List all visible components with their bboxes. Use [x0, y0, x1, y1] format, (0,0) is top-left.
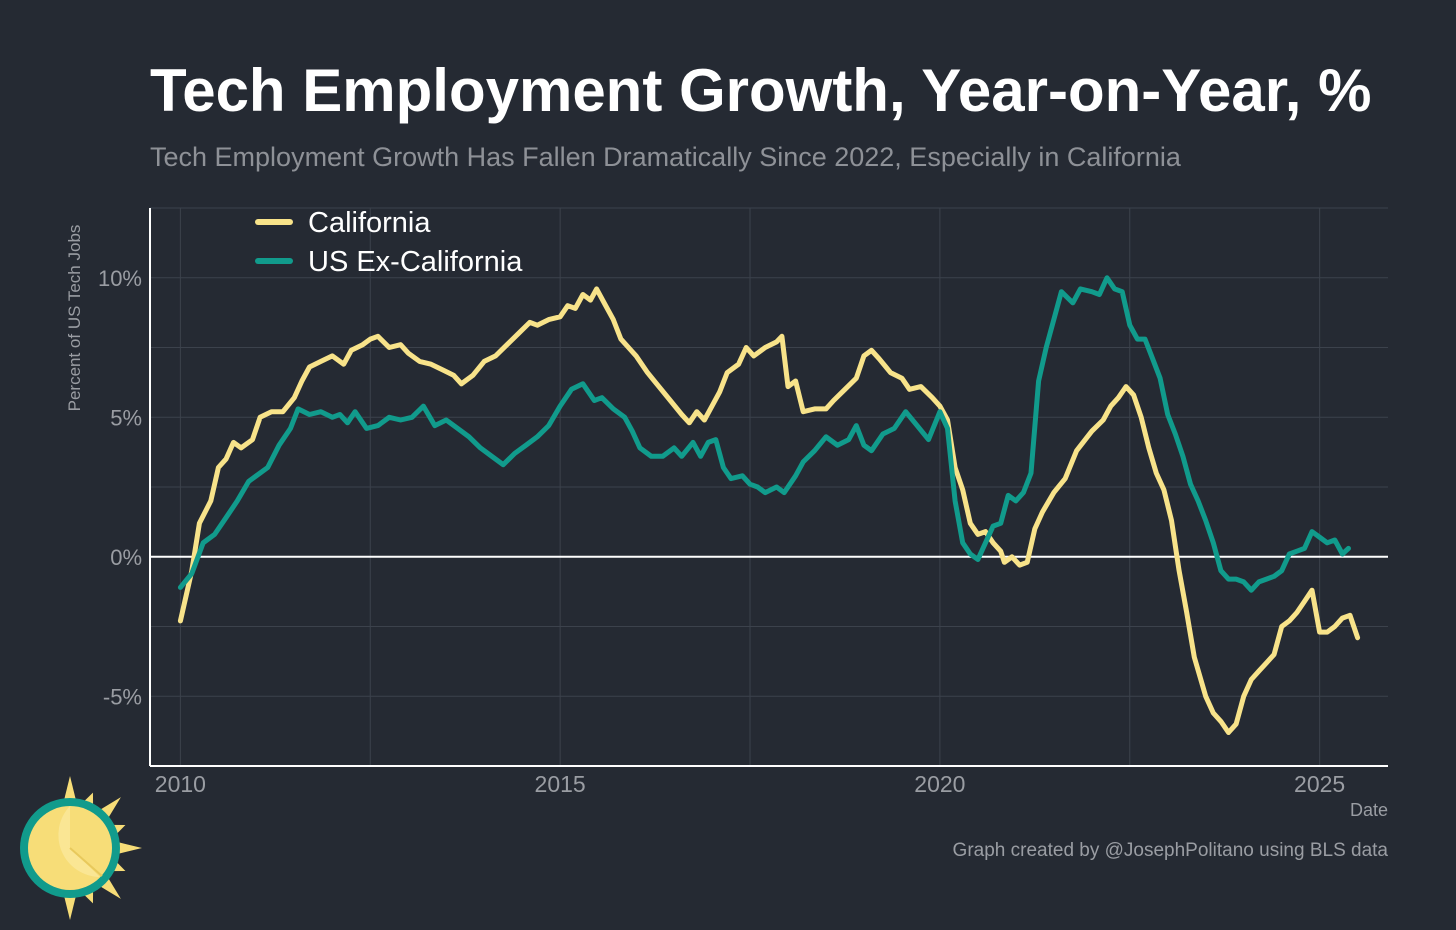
- y-tick-label: 0%: [110, 545, 142, 570]
- chart-subtitle: Tech Employment Growth Has Fallen Dramat…: [150, 142, 1181, 172]
- x-tick-label: 2010: [155, 771, 206, 797]
- x-tick-label: 2015: [535, 771, 586, 797]
- sun-ray: [62, 776, 78, 805]
- axes: -5% 0% 5% 10% 2010 2015 2020 2025: [98, 208, 1388, 797]
- y-tick-label: 5%: [110, 405, 142, 430]
- legend-label: US Ex-California: [308, 246, 523, 278]
- series-line-us-ex-california: [177, 275, 1351, 593]
- series-line-california: [177, 286, 1361, 735]
- x-tick-label: 2020: [914, 771, 965, 797]
- y-tick-label: -5%: [103, 684, 142, 709]
- credit-text: Graph created by @JosephPolitano using B…: [952, 840, 1388, 861]
- chart-title: Tech Employment Growth, Year-on-Year, %: [150, 57, 1372, 124]
- y-axis-title: Percent of US Tech Jobs: [65, 225, 84, 412]
- logo-highlight: [58, 806, 100, 877]
- y-tick-label: 10%: [98, 266, 142, 291]
- sun-logo-icon: [20, 776, 142, 920]
- sun-ray: [113, 840, 142, 856]
- logo-line: [69, 847, 103, 877]
- x-axis-title: Date: [1349, 800, 1388, 820]
- legend-label: California: [308, 207, 431, 239]
- series: [177, 275, 1361, 735]
- x-tick-label: 2025: [1294, 771, 1345, 797]
- legend: California US Ex-California: [255, 207, 523, 278]
- sun-ray: [62, 891, 78, 920]
